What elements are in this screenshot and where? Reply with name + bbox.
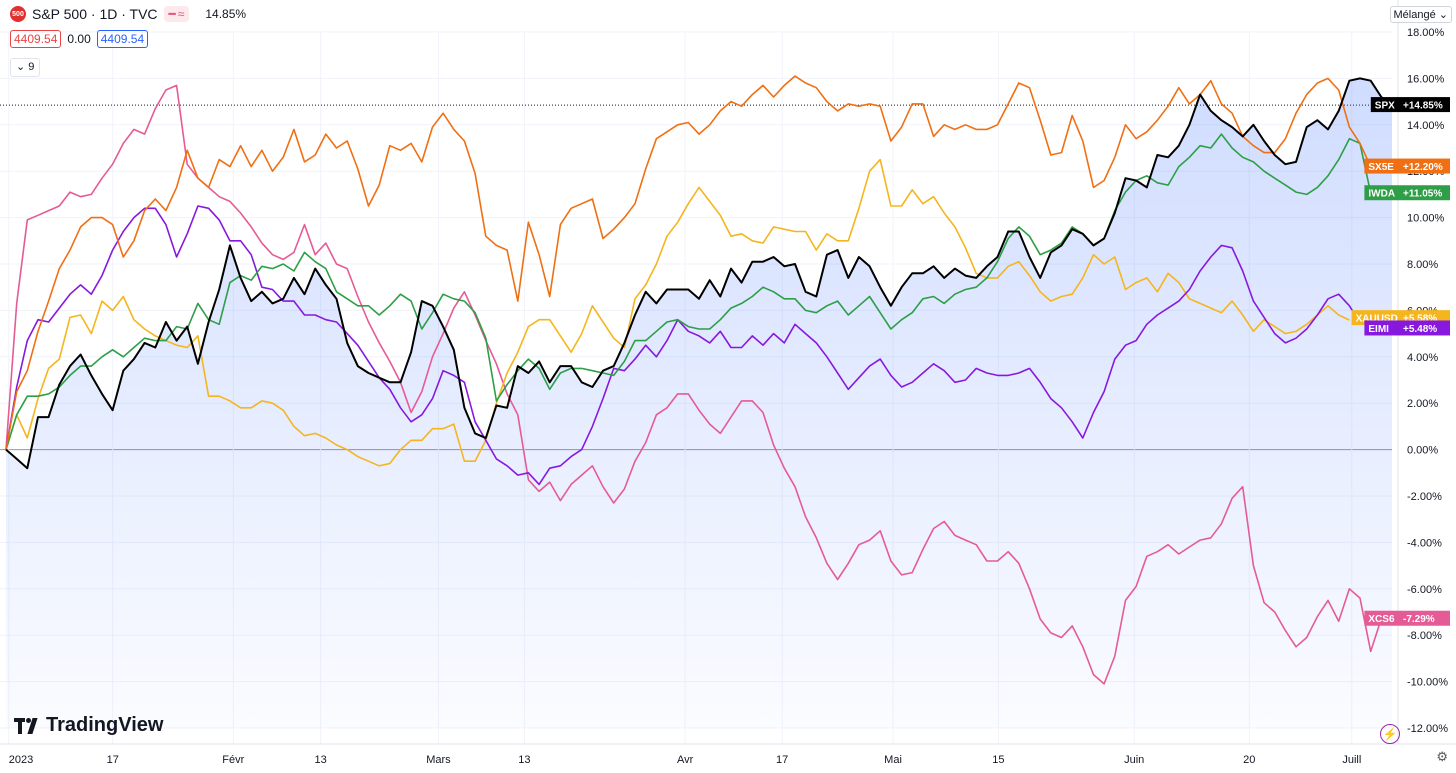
- tradingview-mark-icon: [14, 717, 40, 734]
- y-tick-label: 10.00%: [1407, 213, 1445, 225]
- spread-value: 0.00: [67, 32, 91, 46]
- series-name-text: SX5E: [1368, 162, 1394, 173]
- brand-name: TradingView: [46, 714, 164, 736]
- buy-price-button[interactable]: 4409.54: [96, 30, 149, 48]
- series-value-text: +14.85%: [1403, 101, 1443, 112]
- y-tick-label: -12.00%: [1407, 723, 1448, 735]
- x-tick-label: Avr: [677, 754, 694, 766]
- lightning-icon[interactable]: ⚡: [1380, 724, 1400, 744]
- series-name-text: XCS6: [1368, 614, 1395, 625]
- chevron-down-icon: ⌄: [1438, 9, 1448, 21]
- series-value-tag: [1398, 158, 1450, 174]
- y-tick-label: -2.00%: [1407, 491, 1442, 503]
- series-value-tag: [1398, 97, 1450, 113]
- series-value-tag: [1398, 320, 1450, 336]
- series-name-text: SPX: [1375, 101, 1395, 112]
- chart-header: 500 S&P 500 · 1D · TVC ━ ≈ 14.85%: [10, 6, 246, 22]
- series-name-tag: [1364, 185, 1398, 201]
- minus-icon: ━: [168, 7, 176, 21]
- series-line-xauusd[interactable]: [5, 158, 1350, 467]
- change-percent: 14.85%: [205, 7, 247, 21]
- y-tick-label: -6.00%: [1407, 584, 1442, 596]
- x-tick-label: Mars: [426, 754, 451, 766]
- wave-icon: ≈: [177, 7, 185, 21]
- series-line-spx[interactable]: [5, 77, 1393, 470]
- gear-icon[interactable]: ⚙: [1436, 749, 1448, 764]
- series-last-value-labels: SPX +14.85% SX5E +12.20% IWDA +11.05% XAUUSD +5…: [1351, 97, 1450, 626]
- series-line-iwda[interactable]: [5, 133, 1372, 450]
- y-tick-label: 8.00%: [1407, 259, 1438, 271]
- y-tick-label: 0.00%: [1407, 445, 1438, 457]
- y-tick-label: -10.00%: [1407, 677, 1448, 689]
- series-value-text: +12.20%: [1403, 162, 1443, 173]
- x-tick-label: 13: [518, 754, 530, 766]
- x-tick-label: 13: [314, 754, 326, 766]
- y-tick-label: -8.00%: [1407, 630, 1442, 642]
- spx-area-fill: [6, 78, 1392, 728]
- series-lines: [5, 75, 1393, 685]
- compare-toggle[interactable]: ━ ≈: [163, 6, 190, 22]
- last-value-label-xcs6: XCS6 -7.29%: [1364, 610, 1450, 626]
- series-value-text: +5.48%: [1403, 324, 1437, 335]
- series-name-tag: [1370, 97, 1398, 113]
- indicators-toggle[interactable]: ⌄ 9: [10, 58, 41, 77]
- series-line-sx5e[interactable]: [5, 75, 1372, 450]
- x-tick-label: 20: [1243, 754, 1255, 766]
- x-tick-label: Juin: [1124, 754, 1144, 766]
- tradingview-logo[interactable]: TradingView: [14, 714, 163, 737]
- y-tick-label: 16.00%: [1407, 73, 1445, 85]
- series-name-text: EIMI: [1368, 324, 1389, 335]
- x-axis[interactable]: 2023 17 Févr 13 Mars 13 Avr 17 Mai 15 Juin 20 Juill: [0, 743, 1456, 766]
- x-tick-label: 15: [992, 754, 1004, 766]
- last-value-label-eimi: EIMI +5.48%: [1364, 320, 1450, 336]
- series-line-eimi[interactable]: [5, 205, 1361, 486]
- series-value-tag: [1398, 610, 1450, 626]
- series-name-tag: [1364, 610, 1398, 626]
- sell-price-button[interactable]: 4409.54: [10, 30, 62, 48]
- series-name-tag: [1364, 158, 1398, 174]
- y-tick-label: 14.00%: [1407, 120, 1445, 132]
- series-value-tag: [1398, 185, 1450, 201]
- series-value-text: -7.29%: [1403, 614, 1435, 625]
- last-value-label-spx: SPX +14.85%: [1370, 97, 1450, 113]
- x-tick-label: Févr: [222, 754, 244, 766]
- x-tick-label: Juill: [1342, 754, 1361, 766]
- price-row: 4409.54 0.00 4409.54: [10, 30, 149, 48]
- last-value-label-sx5e: SX5E +12.20%: [1364, 158, 1450, 174]
- x-tick-label: 2023: [9, 754, 33, 766]
- indicator-count: 9: [28, 61, 35, 73]
- series-value-text: +5.58%: [1403, 314, 1437, 325]
- series-line-xcs6[interactable]: [5, 84, 1383, 685]
- x-tick-label: 17: [107, 754, 119, 766]
- y-tick-label: 4.00%: [1407, 352, 1438, 364]
- series-value-text: +11.05%: [1403, 189, 1442, 200]
- scale-mode-select[interactable]: Mélangé ⌄: [1389, 6, 1452, 23]
- scale-mode-label: Mélangé: [1393, 9, 1436, 21]
- series-name-text: IWDA: [1368, 189, 1395, 200]
- symbol-logo: 500: [10, 6, 26, 22]
- x-tick-label: Mai: [884, 754, 902, 766]
- y-tick-label: 2.00%: [1407, 398, 1438, 410]
- chevron-down-icon: ⌄: [16, 61, 26, 73]
- y-tick-label: -4.00%: [1407, 537, 1442, 549]
- symbol-title[interactable]: S&P 500 · 1D · TVC: [32, 6, 158, 22]
- series-name-text: XAUUSD: [1356, 314, 1398, 325]
- y-tick-label: 18.00%: [1407, 27, 1445, 39]
- x-tick-label: 17: [776, 754, 788, 766]
- spx-area: [6, 78, 1392, 728]
- last-value-label-iwda: IWDA +11.05%: [1364, 185, 1450, 201]
- series-name-tag: [1364, 320, 1398, 336]
